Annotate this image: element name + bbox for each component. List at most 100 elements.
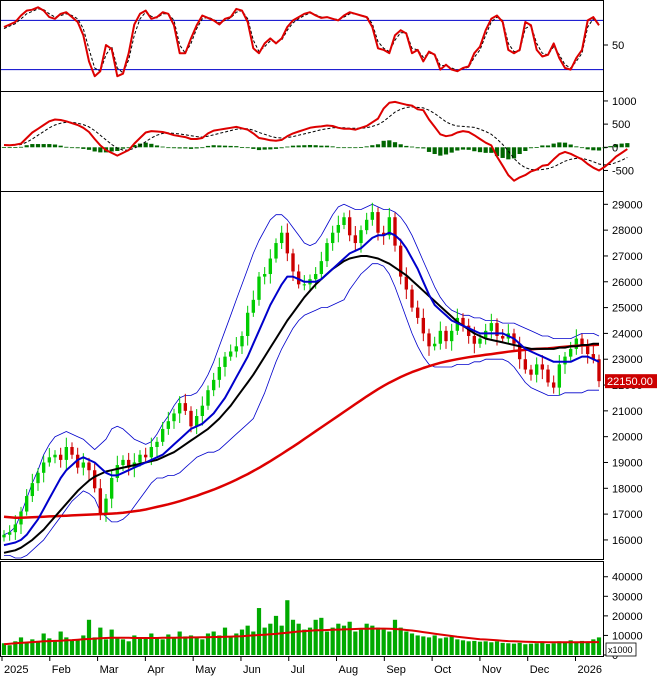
macd-histogram-bar <box>234 146 239 148</box>
candle-body <box>540 364 545 370</box>
macd-histogram-bar <box>579 147 585 149</box>
volume-axis-tick-label: 30000 <box>612 591 643 603</box>
macd-histogram-bar <box>239 147 245 148</box>
volume-bar <box>319 617 324 655</box>
candle-body <box>546 369 550 383</box>
candle-body <box>36 472 40 484</box>
price-axis: 1600017000180001900020000210002200023000… <box>604 199 643 547</box>
volume-bar <box>545 644 551 655</box>
macd-histogram-bar <box>7 147 12 149</box>
price-axis-tick-label: 24000 <box>612 328 643 340</box>
macd-histogram-bar <box>13 147 18 148</box>
macd-histogram-bar <box>534 147 539 148</box>
macd-histogram-bar <box>528 147 534 149</box>
candle-body <box>489 323 494 331</box>
volume-bar <box>279 625 284 655</box>
macd-histogram-bar <box>438 147 443 156</box>
volume-bar <box>341 625 347 655</box>
candle-body <box>568 348 573 357</box>
macd-histogram-bar <box>262 147 267 150</box>
price-axis-tick-label: 29000 <box>612 199 643 211</box>
volume-bar <box>432 635 437 655</box>
macd-histogram-bar <box>75 147 80 149</box>
time-axis-label: Dec <box>530 664 550 676</box>
candle-body <box>336 224 341 233</box>
macd-histogram-bar <box>222 145 228 148</box>
volume-bar <box>370 625 375 655</box>
candle-body <box>353 235 358 244</box>
macd-histogram-bar <box>52 144 58 148</box>
volume-bar <box>585 641 590 655</box>
macd-histogram-bar <box>511 147 517 159</box>
candle-body <box>478 338 482 344</box>
volume-bar <box>52 641 58 655</box>
candle-body <box>427 333 431 347</box>
macd-histogram-bar <box>517 147 522 155</box>
stochastic-axis-tick-label: 50 <box>612 40 624 52</box>
candle-body <box>534 364 539 375</box>
stochastic-d-line <box>3 8 600 74</box>
volume-bar <box>103 639 109 655</box>
volume-bar <box>568 640 573 655</box>
candle-body <box>53 454 57 458</box>
candle-body <box>30 483 35 497</box>
candle-body <box>398 245 403 277</box>
candle-body <box>279 232 284 244</box>
macd-axis-tick-label: 1000 <box>612 96 636 108</box>
macd-histogram-bar <box>120 147 126 149</box>
time-axis-label: May <box>195 664 216 676</box>
volume-bar <box>296 623 301 655</box>
candle-body <box>251 299 256 313</box>
candle-body <box>177 403 182 414</box>
last-price-label: 22150.00 <box>607 376 653 388</box>
macd-axis-tick-label: -500 <box>612 165 634 177</box>
macd-axis-tick-label: 0 <box>612 142 618 154</box>
volume-bar <box>154 637 160 655</box>
candle-body <box>211 379 216 391</box>
short-moving-average-line <box>3 231 600 547</box>
candle-body <box>393 217 397 246</box>
price-moving-averages <box>3 231 600 554</box>
volume-bar <box>500 642 505 655</box>
stochastic-axis: 50 <box>604 40 624 52</box>
macd-histogram-bar <box>330 146 335 148</box>
macd-histogram-bar <box>568 144 573 148</box>
macd-histogram-bar <box>109 147 114 152</box>
volume-bar <box>540 642 545 655</box>
macd-histogram-bar <box>613 144 619 148</box>
volume-bar <box>466 641 471 655</box>
macd-histogram-bar <box>455 147 460 151</box>
macd-histogram-bar <box>619 143 624 148</box>
volume-bar <box>392 619 398 655</box>
macd-histogram-bar <box>353 147 358 149</box>
macd-histogram-bar <box>268 147 273 150</box>
volume-bar <box>194 637 199 655</box>
macd-histogram-bar <box>81 147 86 149</box>
volume-bar <box>596 637 602 655</box>
candle-body <box>359 230 363 244</box>
candle-body <box>296 271 301 285</box>
volume-bar <box>489 642 494 655</box>
candle-body <box>291 253 295 272</box>
volume-bar <box>234 633 239 655</box>
volume-bar <box>494 641 500 655</box>
volume-bar <box>126 641 131 655</box>
time-axis-label: Nov <box>482 664 502 676</box>
candle-body <box>98 488 103 515</box>
volume-bar <box>290 619 296 655</box>
volume-axis-tick-label: 10000 <box>612 630 643 642</box>
candle-body <box>347 217 352 236</box>
macd-histogram-bar <box>296 145 301 148</box>
macd-histogram-bar <box>245 147 250 149</box>
candle-body <box>421 317 426 334</box>
macd-histogram-bar <box>217 145 222 148</box>
candle-body <box>217 366 222 380</box>
macd-histogram-bar <box>449 147 454 153</box>
volume-bar <box>183 636 188 655</box>
candle-body <box>500 335 505 339</box>
candle-body <box>126 459 131 468</box>
candle-body <box>580 338 584 347</box>
volume-bar <box>228 637 233 655</box>
mid-moving-average-line <box>3 255 599 554</box>
macd-line <box>3 100 628 182</box>
